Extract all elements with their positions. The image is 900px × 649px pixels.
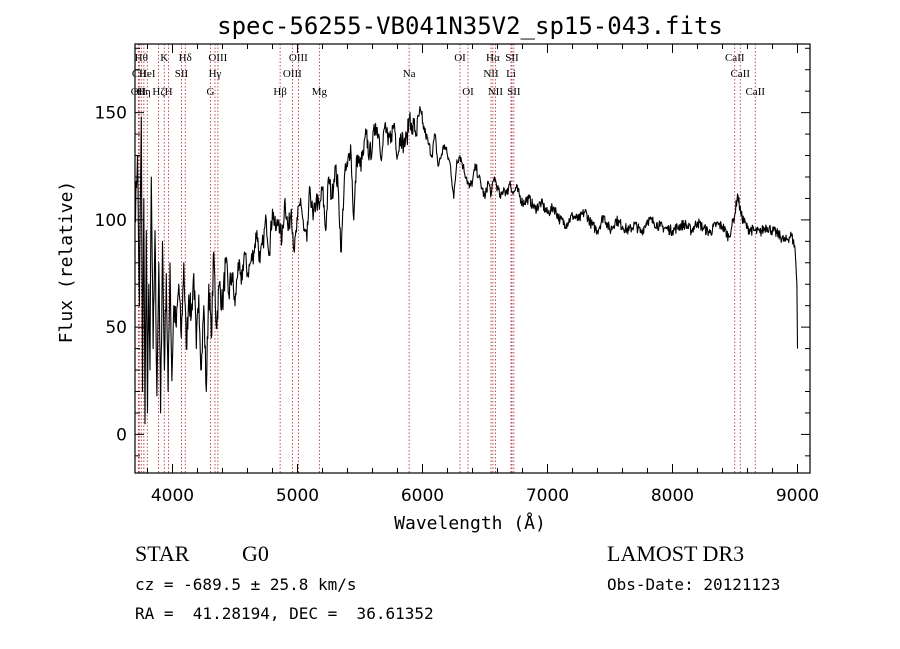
line-label-3: Hη — [137, 86, 151, 98]
x-tick-label-5: 9000 — [776, 486, 819, 506]
line-label-10: G — [207, 86, 215, 98]
y-tick-label-1: 50 — [105, 318, 127, 338]
spectrum-series — [134, 106, 799, 425]
line-label-23: Li — [506, 68, 516, 80]
line-label-6: K — [160, 52, 168, 64]
line-label-26: CaII — [725, 52, 745, 64]
line-label-9: Hδ — [179, 52, 192, 64]
x-tick-label-4: 8000 — [651, 486, 694, 506]
x-tick-label-2: 6000 — [401, 486, 444, 506]
x-tick-label-3: 7000 — [526, 486, 569, 506]
survey-name: LAMOST DR3 — [607, 541, 744, 566]
line-label-11: Hγ — [209, 68, 222, 80]
x-axis-label: Wavelength (Å) — [394, 512, 546, 534]
object-class: STAR — [135, 541, 190, 566]
axis-tick-labels: 4000 5000 6000 7000 8000 9000 0 50 100 150 — [95, 104, 820, 506]
line-label-2: Hθ — [135, 52, 148, 64]
line-label-17: Na — [403, 68, 416, 80]
line-label-4: HeI — [139, 68, 156, 80]
y-axis-label: Flux (relative) — [56, 181, 77, 344]
x-tick-label-0: 4000 — [151, 486, 194, 506]
line-label-27: CaII — [730, 68, 750, 80]
line-label-25: SII — [507, 86, 521, 98]
y-tick-label-0: 0 — [116, 425, 127, 445]
object-subclass: G0 — [242, 541, 269, 566]
y-tick-label-3: 150 — [95, 104, 127, 124]
line-label-8: SII — [175, 68, 189, 80]
axis-ticks — [135, 44, 810, 473]
line-label-21: Hα — [486, 52, 500, 64]
line-label-1: CII — [132, 68, 147, 80]
line-label-13: Hβ — [273, 86, 287, 98]
redshift-velocity: cz = -689.5 ± 25.8 km/s — [135, 575, 357, 594]
spectral-line-markers — [137, 44, 756, 473]
ra-dec-coordinates: RA = 41.28194, DEC = 36.61352 — [135, 604, 434, 623]
spectral-line-labels: OIICIIHθHηHeIHζKHSIIHδGHγOIIIHβOIIIOIIIM… — [131, 52, 766, 98]
line-label-24: SII — [505, 52, 519, 64]
line-label-16: Mg — [312, 86, 328, 98]
chart-title: spec-56255-VB041N35V2_sp15-043.fits — [217, 12, 723, 40]
line-label-20: NII — [483, 68, 499, 80]
line-label-15: OIII — [289, 52, 308, 64]
y-tick-label-2: 100 — [95, 211, 127, 231]
line-label-28: CaII — [745, 86, 765, 98]
line-label-22: NII — [488, 86, 504, 98]
line-label-14: OIII — [283, 68, 302, 80]
line-label-18: OI — [454, 52, 466, 64]
line-label-12: OIII — [208, 52, 227, 64]
line-label-7: H — [165, 86, 173, 98]
line-label-5: Hζ — [152, 86, 165, 98]
line-label-19: OI — [462, 86, 474, 98]
plot-frame — [134, 43, 811, 474]
observation-date: Obs-Date: 20121123 — [607, 575, 780, 594]
x-tick-label-1: 5000 — [276, 486, 319, 506]
